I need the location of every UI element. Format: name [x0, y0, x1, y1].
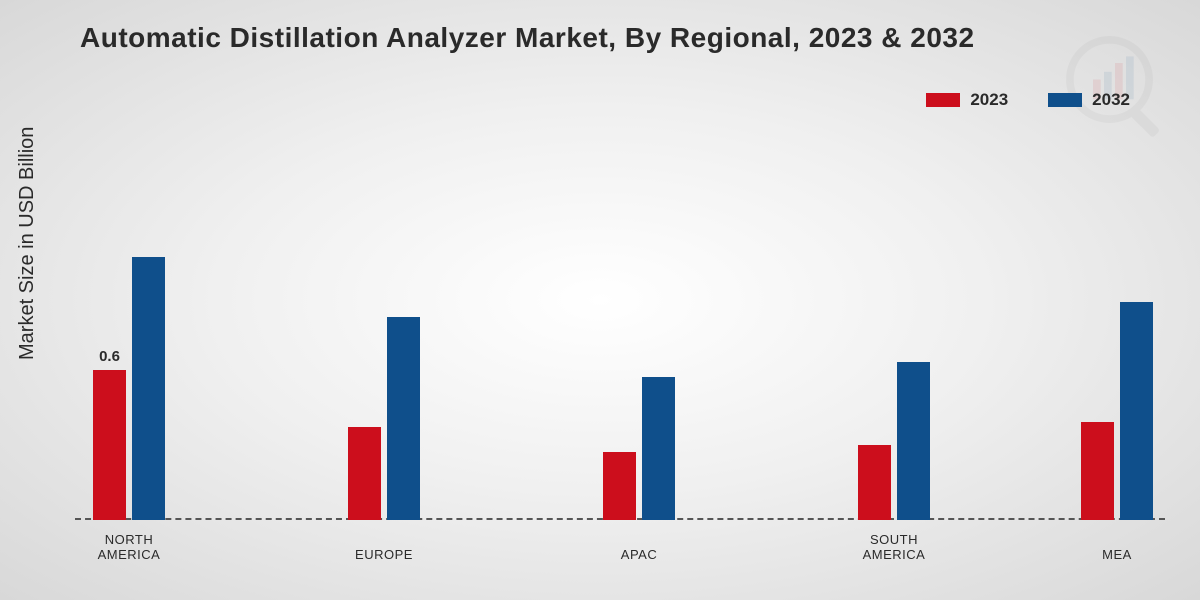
- bar-group: 0.6NORTHAMERICA: [93, 257, 165, 520]
- legend-item-2023: 2023: [926, 90, 1008, 110]
- chart-title: Automatic Distillation Analyzer Market, …: [80, 22, 975, 54]
- bar: [897, 362, 930, 520]
- legend-swatch-2032: [1048, 93, 1082, 107]
- bar: [1120, 302, 1153, 520]
- x-axis-category-label: SOUTHAMERICA: [838, 532, 950, 562]
- watermark-icon: [1060, 30, 1170, 140]
- bar: [348, 427, 381, 520]
- x-axis-category-label: MEA: [1061, 547, 1173, 562]
- x-axis-category-label: EUROPE: [328, 547, 440, 562]
- y-axis-label: Market Size in USD Billion: [16, 127, 39, 360]
- bar: [603, 452, 636, 520]
- bar: [858, 445, 891, 520]
- bar-group: EUROPE: [348, 317, 420, 520]
- bar: [387, 317, 420, 520]
- bar-group: APAC: [603, 377, 675, 520]
- bar: [642, 377, 675, 520]
- legend-swatch-2023: [926, 93, 960, 107]
- bar: 0.6: [93, 370, 126, 520]
- bar-value-label: 0.6: [99, 348, 120, 365]
- x-axis-category-label: NORTHAMERICA: [73, 532, 185, 562]
- bar-group: MEA: [1081, 302, 1153, 520]
- bar: [132, 257, 165, 520]
- legend: 2023 2032: [926, 90, 1130, 110]
- legend-label-2023: 2023: [970, 90, 1008, 110]
- bar: [1081, 422, 1114, 520]
- x-axis-category-label: APAC: [583, 547, 695, 562]
- legend-item-2032: 2032: [1048, 90, 1130, 110]
- bar-group: SOUTHAMERICA: [858, 362, 930, 520]
- chart-plot-area: 0.6NORTHAMERICA EUROPE APAC SOUTHAMERICA MEA: [75, 170, 1165, 520]
- legend-label-2032: 2032: [1092, 90, 1130, 110]
